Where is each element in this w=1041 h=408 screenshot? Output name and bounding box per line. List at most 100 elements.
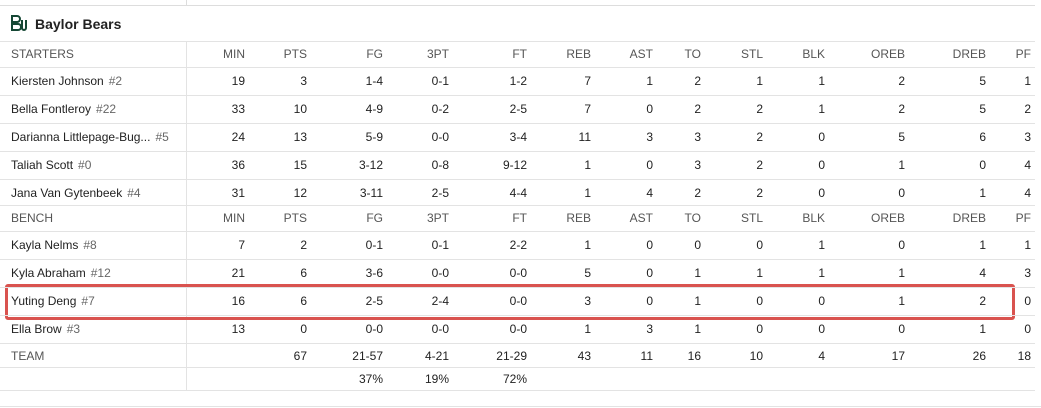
stat: 3	[300, 74, 307, 88]
row-line	[0, 67, 1035, 68]
column-header: MIN	[223, 211, 245, 225]
stat: 1	[584, 238, 591, 252]
column-header: BLK	[802, 211, 825, 225]
team-percentage: 72%	[502, 372, 527, 386]
column-header: MIN	[223, 47, 245, 61]
stat: 9-12	[502, 158, 527, 172]
stat: 1	[756, 266, 763, 280]
stat: 19	[231, 74, 245, 88]
stat: 2	[300, 238, 307, 252]
divider	[186, 0, 187, 5]
row-line	[0, 315, 1035, 316]
row-line	[0, 151, 1035, 152]
column-header: AST	[629, 211, 653, 225]
stat: 0-0	[365, 322, 383, 336]
stat: 1	[694, 322, 701, 336]
stat: 3	[694, 158, 701, 172]
column-header: FT	[512, 211, 527, 225]
stat: 3	[1024, 266, 1031, 280]
section-header: BENCH	[11, 211, 54, 225]
stat: 21	[231, 266, 245, 280]
stat: 0	[818, 186, 825, 200]
stat: 0	[756, 294, 763, 308]
stat: 1	[584, 158, 591, 172]
stat: 2-4	[431, 294, 449, 308]
row-line	[0, 367, 1035, 368]
stat: 2	[898, 102, 905, 116]
stat: 7	[584, 102, 591, 116]
row-line	[0, 343, 1035, 344]
team-stat: 10	[749, 349, 763, 363]
stat: 0-0	[431, 322, 449, 336]
stat: 1	[898, 294, 905, 308]
stat: 2	[694, 102, 701, 116]
stat: 3	[1024, 130, 1031, 144]
stat: 1	[898, 158, 905, 172]
column-header: REB	[566, 211, 591, 225]
column-header: FG	[366, 211, 383, 225]
column-header: TO	[684, 47, 701, 61]
stat: 3-4	[509, 130, 527, 144]
stat: 4-9	[365, 102, 383, 116]
stat: 0	[646, 238, 653, 252]
stat: 0	[1024, 294, 1031, 308]
column-header: REB	[566, 47, 591, 61]
stat: 0	[818, 158, 825, 172]
stat: 0-2	[431, 102, 449, 116]
stat: 1	[584, 186, 591, 200]
bottom-line	[0, 406, 1041, 407]
row-line	[0, 259, 1035, 260]
stat: 1	[756, 74, 763, 88]
stat: 1	[818, 266, 825, 280]
stat: 1	[1024, 74, 1031, 88]
stat: 2-5	[365, 294, 383, 308]
row-line	[0, 231, 1035, 232]
stat: 11	[578, 130, 591, 144]
player-number: #22	[96, 102, 117, 116]
row-line	[0, 41, 1035, 42]
stat: 13	[231, 322, 245, 336]
column-header: PTS	[283, 47, 307, 61]
stat: 0	[756, 238, 763, 252]
stat: 5-9	[365, 130, 383, 144]
stat: 0	[818, 322, 825, 336]
player-name: Kyla Abraham	[11, 266, 86, 280]
team-stat: 67	[293, 349, 307, 363]
stat: 2-5	[509, 102, 527, 116]
team-stat: 21-57	[352, 349, 383, 363]
column-header: PTS	[283, 211, 307, 225]
player-number: #12	[90, 266, 111, 280]
stat: 0	[300, 322, 307, 336]
stat: 7	[238, 238, 245, 252]
stat: 0	[898, 186, 905, 200]
stat: 6	[979, 130, 986, 144]
player-name: Bella Fontleroy	[11, 102, 92, 116]
stat: 6	[300, 266, 307, 280]
team-stat: 43	[577, 349, 591, 363]
stat: 0-0	[431, 266, 449, 280]
stat: 36	[231, 158, 245, 172]
stat: 0	[694, 238, 701, 252]
stat: 12	[293, 186, 307, 200]
stat: 1	[646, 74, 653, 88]
stat: 1	[979, 186, 986, 200]
stat: 1	[694, 294, 701, 308]
stat: 2	[694, 186, 701, 200]
row-line	[0, 205, 1035, 206]
stat: 13	[293, 130, 307, 144]
stat: 1	[694, 266, 701, 280]
stat: 1	[818, 102, 825, 116]
stat: 0	[646, 294, 653, 308]
stat: 3	[584, 294, 591, 308]
team-stat: 4-21	[424, 349, 449, 363]
stat: 0	[979, 158, 986, 172]
column-header: PF	[1015, 211, 1031, 225]
column-header: DREB	[952, 211, 986, 225]
player-name: Ella Brow	[11, 322, 62, 336]
team-percentage: 19%	[424, 372, 449, 386]
column-header: PF	[1015, 47, 1031, 61]
stat: 3	[646, 322, 653, 336]
stat: 2	[694, 74, 701, 88]
column-header: FG	[366, 47, 383, 61]
